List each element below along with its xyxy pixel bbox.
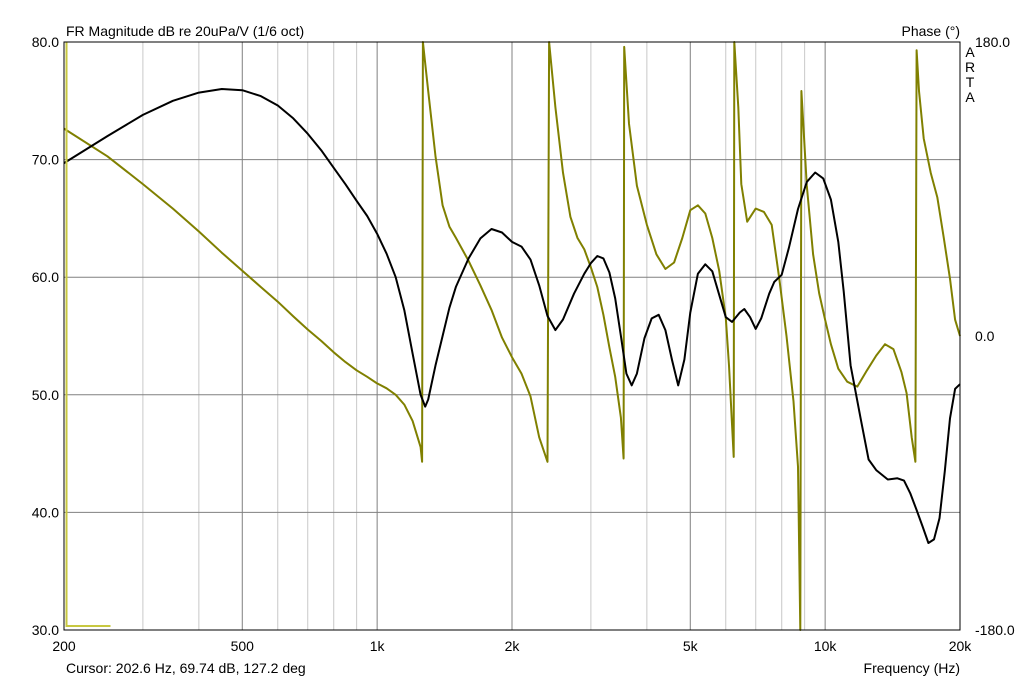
x-tick-label: 1k [370,638,386,654]
x-tick-label: 200 [52,638,76,654]
y-tick-label: 80.0 [32,34,59,50]
y-axis-right: 180.0 0.0 -180.0 [975,34,1015,638]
x-tick-label: 5k [683,638,699,654]
phase-curve [63,41,961,631]
magnitude-curve [63,88,961,544]
y-tick-label: 70.0 [32,152,59,168]
plot-frame [63,41,961,631]
minor-grid [142,42,806,630]
x-axis-label: Frequency (Hz) [864,660,960,676]
watermark-letter: A [965,89,975,105]
series-layer [63,41,961,631]
x-tick-label: 10k [814,638,838,654]
x-tick-label: 2k [505,638,521,654]
x-axis: 200 500 1k 2k 5k 10k 20k [52,638,972,654]
x-tick-label: 500 [231,638,255,654]
right-axis-title: Phase (°) [901,23,960,39]
y-tick-label: 60.0 [32,269,59,285]
watermark-letter: A [965,44,975,60]
y-tick-label: 30.0 [32,622,59,638]
chart-title: FR Magnitude dB re 20uPa/V (1/6 oct) [66,23,304,39]
watermark-letter: R [965,59,975,75]
watermark-letter: T [966,74,975,90]
y2-tick-label: -180.0 [975,622,1015,638]
cursor-readout: Cursor: 202.6 Hz, 69.74 dB, 127.2 deg [66,660,306,676]
x-tick-label: 20k [949,638,973,654]
y-tick-label: 50.0 [32,387,59,403]
y2-tick-label: 180.0 [975,34,1010,50]
y2-tick-label: 0.0 [975,328,995,344]
y-axis-left: 80.0 70.0 60.0 50.0 40.0 30.0 [32,34,59,638]
y-tick-label: 40.0 [32,504,59,520]
